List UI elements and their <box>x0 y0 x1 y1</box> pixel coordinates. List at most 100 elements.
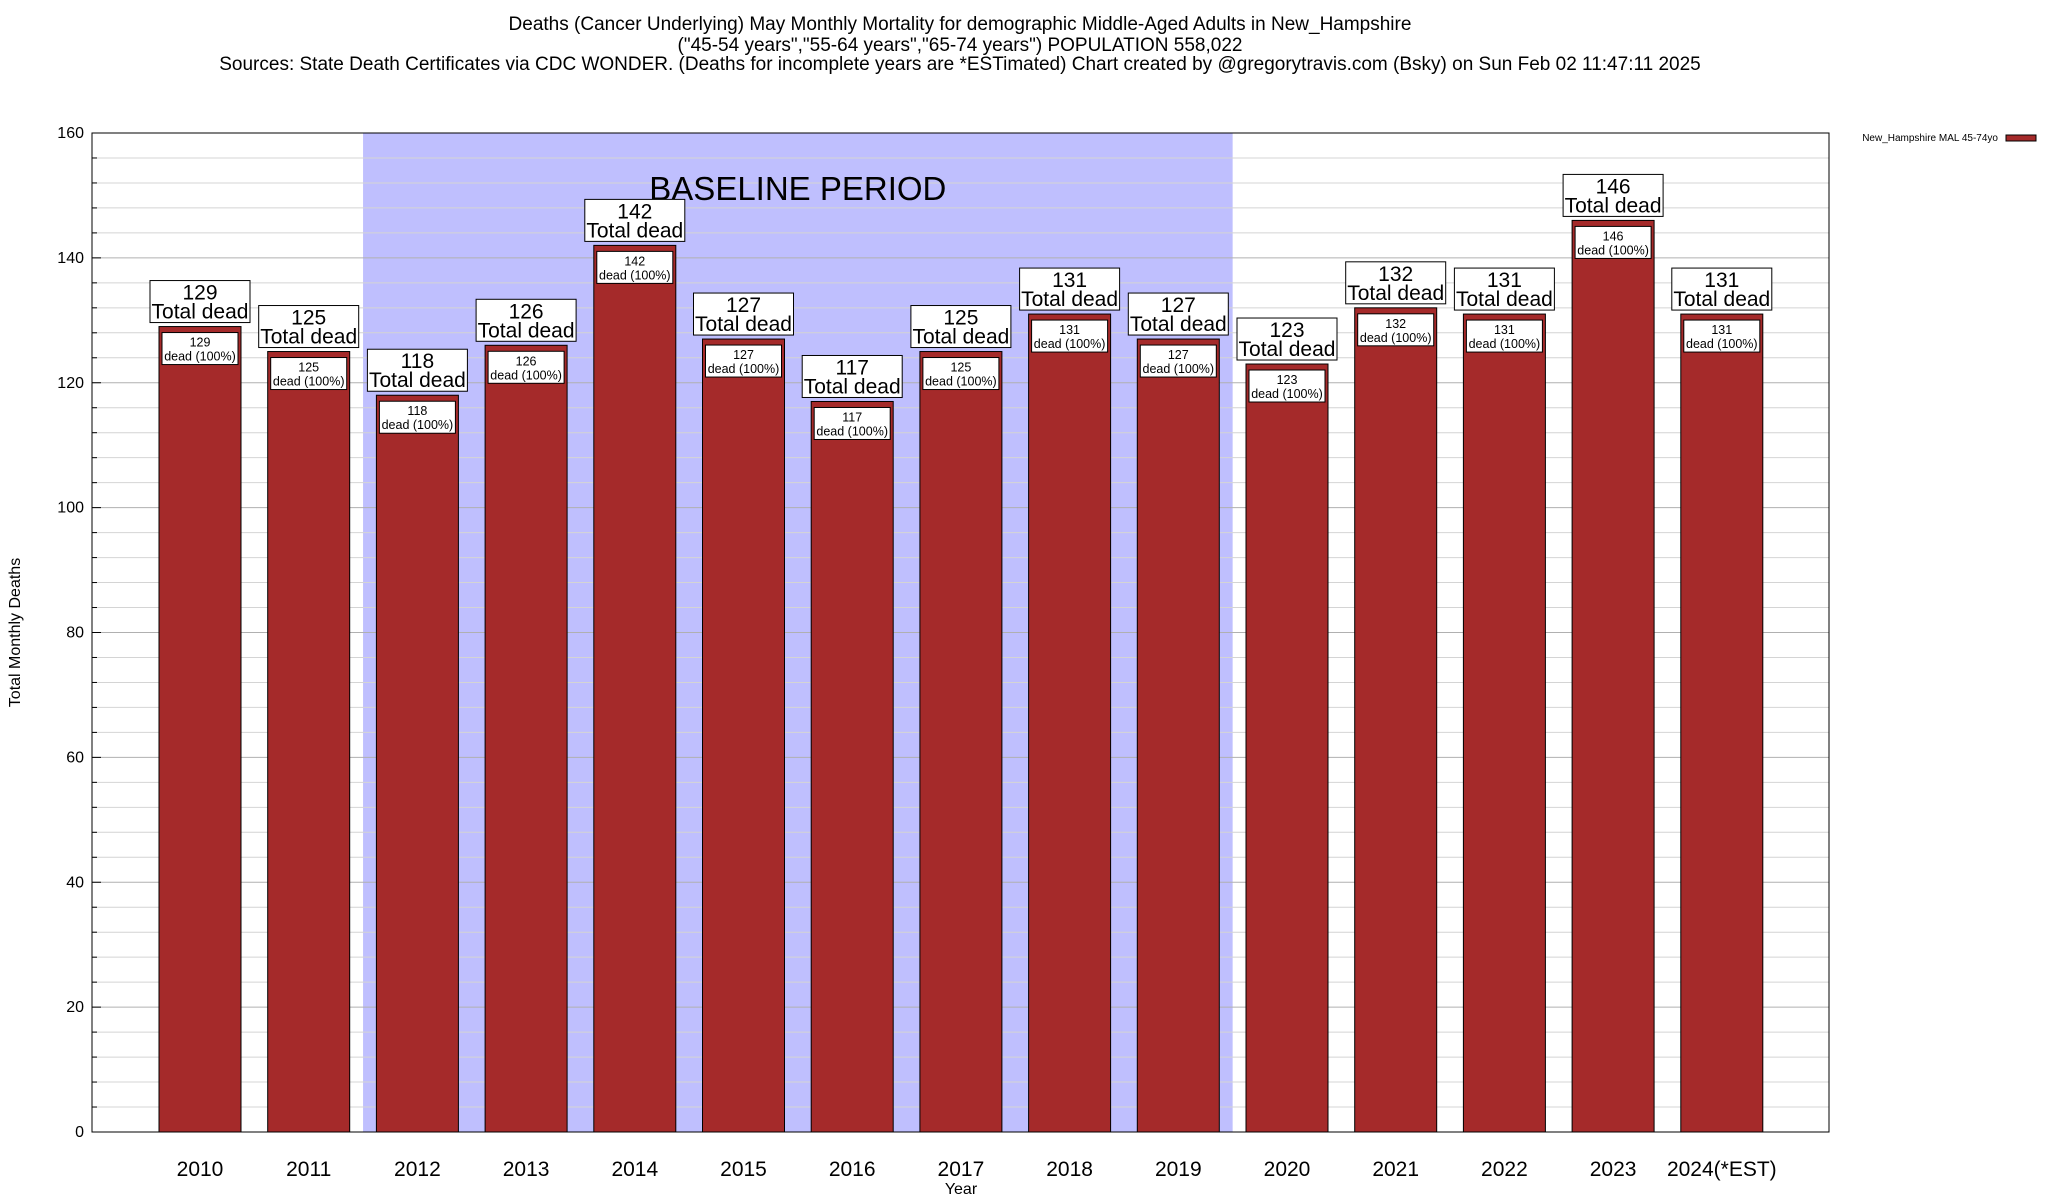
total-dead-label: Total dead <box>1456 288 1553 311</box>
inner-label-box <box>1465 319 1543 353</box>
inner-label-box <box>1357 313 1435 347</box>
x-tick-label: 2018 <box>1046 1158 1093 1181</box>
total-dead-label: Total dead <box>152 301 249 324</box>
inner-value-label: 127 <box>733 348 754 362</box>
inner-value-label: 132 <box>1385 317 1406 331</box>
legend-label: New_Hampshire MAL 45-74yo <box>1862 133 1998 144</box>
total-label-box <box>693 292 794 336</box>
inner-label-box <box>1031 319 1109 353</box>
inner-label-box <box>270 357 348 391</box>
inner-percent-label: dead (100%) <box>599 268 671 282</box>
y-tick-label: 120 <box>57 375 84 392</box>
total-label-box <box>1453 267 1555 311</box>
total-value-label: 126 <box>509 300 544 323</box>
bar <box>375 394 459 1133</box>
y-tick-label: 40 <box>66 874 84 891</box>
total-dead-label: Total dead <box>586 219 683 242</box>
inner-percent-label: dead (100%) <box>1251 387 1323 401</box>
bar <box>1680 313 1764 1133</box>
legend-swatch <box>2005 134 2037 142</box>
x-tick-label: 2017 <box>938 1158 985 1181</box>
inner-percent-label: dead (100%) <box>490 368 562 382</box>
inner-value-label: 129 <box>190 336 211 350</box>
inner-percent-label: dead (100%) <box>1360 331 1432 345</box>
total-dead-label: Total dead <box>260 326 357 349</box>
total-dead-label: Total dead <box>1347 282 1444 305</box>
inner-percent-label: dead (100%) <box>816 424 888 438</box>
inner-label-box <box>1683 319 1761 353</box>
total-value-label: 117 <box>835 356 868 379</box>
x-tick-label: 2024(*EST) <box>1667 1158 1777 1181</box>
inner-value-label: 118 <box>407 404 427 418</box>
total-value-label: 132 <box>1378 263 1413 286</box>
total-value-label: 118 <box>401 350 434 373</box>
inner-label-box <box>705 344 782 378</box>
y-tick-label: 140 <box>57 250 84 267</box>
bar <box>158 326 242 1133</box>
inner-value-label: 126 <box>516 354 537 368</box>
inner-value-label: 125 <box>298 361 319 375</box>
inner-percent-label: dead (100%) <box>273 375 345 389</box>
bar <box>919 351 1003 1133</box>
inner-value-label: 131 <box>1711 323 1732 337</box>
total-value-label: 127 <box>726 294 761 317</box>
inner-value-label: 123 <box>1277 373 1298 387</box>
inner-value-label: 146 <box>1603 229 1624 243</box>
inner-label-box <box>378 400 456 434</box>
inner-label-box <box>1574 225 1652 259</box>
inner-label-box <box>1139 344 1217 378</box>
total-dead-label: Total dead <box>912 326 1009 349</box>
inner-value-label: 131 <box>1059 323 1080 337</box>
total-label-box <box>366 348 468 392</box>
bar <box>1245 363 1329 1133</box>
x-tick-label: 2011 <box>286 1158 331 1181</box>
x-tick-label: 2013 <box>503 1158 550 1181</box>
bar <box>1462 313 1546 1133</box>
inner-percent-label: dead (100%) <box>1143 362 1215 376</box>
total-value-label: 125 <box>291 307 326 330</box>
chart-title-line-1: Deaths (Cancer Underlying) May Monthly M… <box>508 14 1412 35</box>
inner-percent-label: dead (100%) <box>708 362 780 376</box>
y-tick-label: 100 <box>57 500 84 517</box>
inner-percent-label: dead (100%) <box>925 375 997 389</box>
total-value-label: 125 <box>943 307 978 330</box>
bar <box>810 400 894 1133</box>
x-tick-label: 2015 <box>720 1158 767 1181</box>
y-axis-title: Total Monthly Deaths <box>7 558 24 707</box>
x-tick-label: 2022 <box>1481 1158 1528 1181</box>
total-dead-label: Total dead <box>1673 288 1770 311</box>
inner-value-label: 117 <box>842 410 862 424</box>
total-dead-label: Total dead <box>804 375 901 398</box>
total-value-label: 127 <box>1161 294 1196 317</box>
inner-percent-label: dead (100%) <box>164 350 236 364</box>
inner-label-box <box>1248 369 1326 403</box>
inner-label-box <box>161 332 239 366</box>
inner-percent-label: dead (100%) <box>1469 337 1541 351</box>
inner-value-label: 127 <box>1168 348 1189 362</box>
total-label-box <box>258 305 360 349</box>
y-tick-label: 60 <box>66 749 84 766</box>
total-label-box <box>910 305 1012 349</box>
y-tick-label: 20 <box>66 999 84 1016</box>
inner-label-box <box>487 350 565 384</box>
total-dead-label: Total dead <box>1239 338 1336 361</box>
inner-label-box <box>922 357 1000 391</box>
y-tick-label: 0 <box>75 1124 84 1141</box>
chart-source-line: Sources: State Death Certificates via CD… <box>219 54 1701 75</box>
bar <box>267 351 351 1133</box>
total-dead-label: Total dead <box>1565 194 1662 217</box>
total-dead-label: Total dead <box>1021 288 1118 311</box>
inner-percent-label: dead (100%) <box>1577 243 1649 257</box>
total-value-label: 129 <box>182 282 217 305</box>
chart-title-line-2: ("45-54 years","55-64 years","65-74 year… <box>677 35 1243 56</box>
total-label-box <box>801 354 903 398</box>
total-label-box <box>1671 267 1773 311</box>
x-tick-label: 2020 <box>1264 1158 1311 1181</box>
baseline-period-label: BASELINE PERIOD <box>649 170 946 207</box>
total-label-box <box>1345 261 1447 305</box>
inner-value-label: 142 <box>624 254 645 268</box>
x-tick-label: 2019 <box>1155 1158 1202 1181</box>
total-value-label: 131 <box>1704 269 1739 292</box>
bar <box>1136 338 1220 1133</box>
